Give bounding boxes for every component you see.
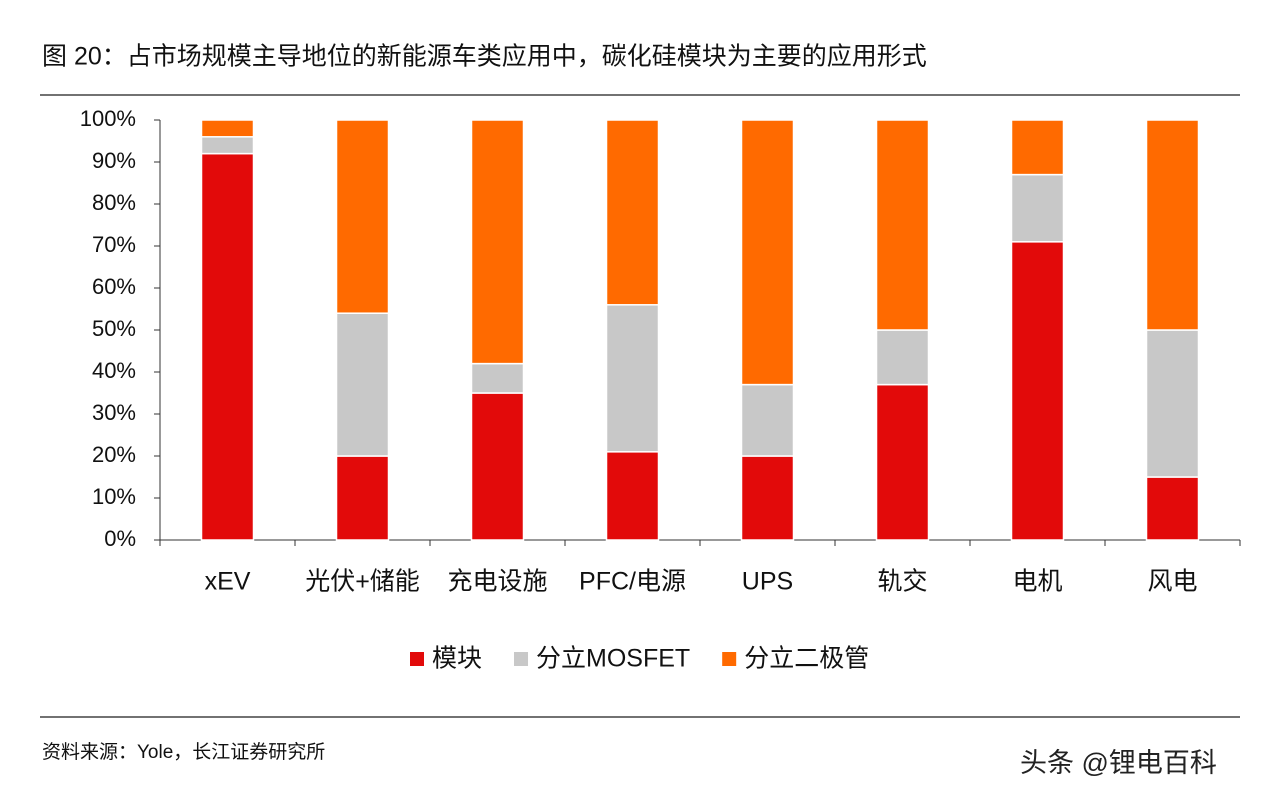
- bar-segment: [335, 455, 390, 541]
- x-tick-label: xEV: [205, 568, 251, 596]
- bar-segment: [605, 451, 660, 541]
- y-tick-label: 20%: [92, 442, 136, 467]
- legend-label: 分立MOSFET: [536, 645, 690, 673]
- bar-segment: [1010, 119, 1065, 176]
- x-tick-label: 光伏+储能: [305, 568, 420, 596]
- bar-segment: [1010, 173, 1065, 243]
- y-tick-label: 30%: [92, 400, 136, 425]
- bar-segment: [740, 383, 795, 457]
- bar-segment: [875, 119, 930, 331]
- legend-swatch: [514, 652, 529, 666]
- legend-label: 分立二极管: [744, 645, 869, 673]
- bar-segment: [200, 136, 255, 155]
- bar-segment: [1145, 476, 1200, 541]
- bar-segment: [875, 383, 930, 541]
- x-tick-label: 轨交: [877, 568, 927, 596]
- bar-segment: [335, 119, 390, 314]
- y-tick-label: 70%: [92, 232, 136, 257]
- bar-segment: [470, 392, 525, 541]
- y-tick-label: 10%: [92, 484, 136, 509]
- y-tick-label: 100%: [80, 106, 136, 131]
- y-tick-label: 60%: [92, 274, 136, 299]
- bar-segment: [335, 312, 390, 457]
- x-tick-label: 风电: [1147, 568, 1197, 596]
- y-tick-label: 90%: [92, 148, 136, 173]
- legend-swatch: [410, 652, 424, 666]
- y-tick-label: 40%: [92, 358, 136, 383]
- y-tick-label: 50%: [92, 316, 136, 341]
- bar-segment: [200, 152, 255, 541]
- bar-segment: [1145, 119, 1200, 331]
- bar-segment: [740, 455, 795, 541]
- bar-segment: [470, 119, 525, 365]
- bar-segment: [200, 119, 255, 138]
- x-tick-label: 充电设施: [447, 568, 547, 596]
- y-tick-label: 0%: [104, 526, 136, 551]
- legend-label: 模块: [432, 645, 482, 673]
- source: 资料来源：Yole，长江证券研究所: [42, 741, 325, 763]
- bar-segment: [1010, 241, 1065, 541]
- bar-segment: [740, 119, 795, 386]
- watermark: 头条 @锂电百科: [1020, 748, 1217, 778]
- x-tick-label: PFC/电源: [579, 568, 686, 596]
- x-tick-label: UPS: [742, 568, 793, 596]
- legend-swatch: [722, 652, 737, 666]
- bar-segment: [470, 362, 525, 394]
- bar-segment: [605, 119, 660, 306]
- y-tick-label: 80%: [92, 190, 136, 215]
- bar-segment: [1145, 329, 1200, 478]
- chart-title: 图 20：占市场规模主导地位的新能源车类应用中，碳化硅模块为主要的应用形式: [42, 43, 927, 71]
- bar-segment: [875, 329, 930, 386]
- bar-segment: [605, 304, 660, 453]
- x-tick-label: 电机: [1012, 568, 1062, 596]
